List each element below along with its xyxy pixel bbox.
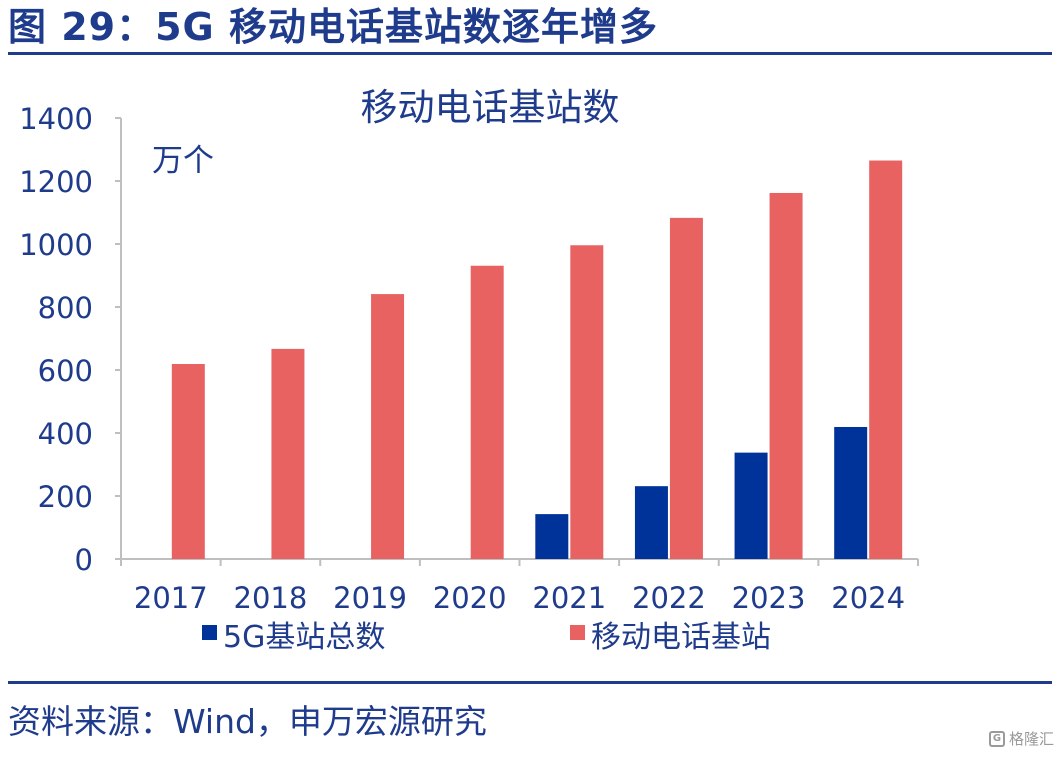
unit-label: 万个: [152, 143, 214, 179]
y-tick-label: 200: [38, 480, 93, 514]
watermark-text: 格隆汇: [1008, 730, 1054, 748]
bar-mobile-base-station: [669, 217, 703, 560]
x-tick-label: 2022: [632, 581, 706, 615]
bottom-divider: [8, 681, 1052, 684]
legend-swatch: [570, 625, 585, 640]
bars: [171, 160, 903, 560]
y-tick-label: 1000: [19, 228, 93, 262]
legend-swatch: [202, 625, 217, 640]
x-tick-label: 2020: [433, 581, 507, 615]
legend-label: 移动电话基站: [591, 620, 771, 655]
legend-label: 5G基站总数: [223, 620, 385, 655]
bar-chart: 移动电话基站数 万个 0 200 400 600 800 1000 1200 1400 201…: [19, 86, 919, 655]
y-tick-label: 600: [38, 354, 93, 388]
x-tick-label: 2023: [732, 581, 806, 615]
bar-5g-total: [535, 514, 569, 559]
bar-mobile-base-station: [171, 364, 205, 559]
bar-mobile-base-station: [470, 265, 504, 559]
source-note: 资料来源：Wind，申万宏源研究: [8, 702, 487, 741]
y-tick-label: 0: [75, 543, 93, 577]
bar-5g-total: [634, 486, 668, 559]
y-tick-label: 1400: [19, 102, 93, 136]
bar-mobile-base-station: [271, 348, 305, 559]
bar-5g-total: [834, 426, 868, 559]
bar-mobile-base-station: [570, 245, 604, 559]
bar-mobile-base-station: [869, 160, 903, 559]
bar-mobile-base-station: [769, 192, 803, 559]
top-divider: [8, 52, 1052, 55]
y-tick-label: 400: [38, 417, 93, 451]
chart-panel: 移动电话基站数 万个 0 200 400 600 800 1000 1200 1400 201…: [8, 68, 1052, 674]
x-axis: 2017 2018 2019 2020 2021 2022 2023 2024: [120, 558, 919, 615]
y-axis: 0 200 400 600 800 1000 1200 1400: [19, 102, 122, 577]
chart-title: 移动电话基站数: [361, 86, 620, 129]
bar-5g-total: [734, 452, 768, 559]
x-tick-label: 2024: [831, 581, 905, 615]
x-tick-label: 2017: [134, 581, 208, 615]
bar-mobile-base-station: [371, 294, 405, 559]
x-tick-label: 2021: [532, 581, 606, 615]
y-tick-label: 1200: [19, 165, 93, 199]
y-tick-label: 800: [38, 291, 93, 325]
x-tick-label: 2019: [333, 581, 407, 615]
watermark-logo-icon: G: [988, 730, 1005, 747]
watermark: G 格隆汇: [988, 728, 1054, 749]
x-tick-label: 2018: [234, 581, 308, 615]
legend: 5G基站总数 移动电话基站: [202, 620, 771, 655]
figure-title: 图 29：5G 移动电话基站数逐年增多: [8, 5, 658, 49]
